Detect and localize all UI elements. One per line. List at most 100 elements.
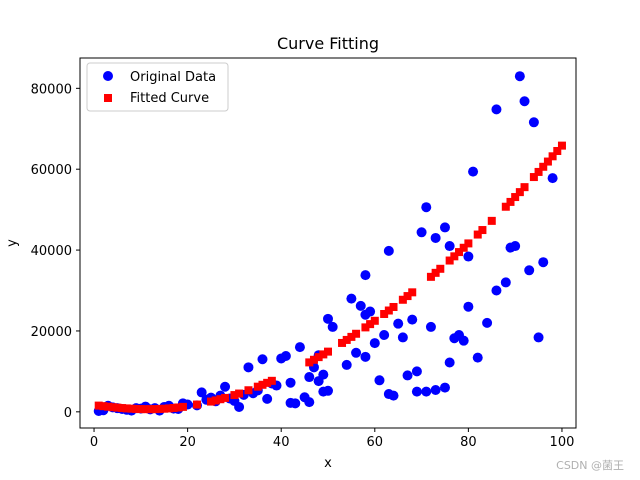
- data-point-fitted-curve: [174, 403, 183, 412]
- data-point-original-data: [416, 227, 427, 238]
- data-point-original-data: [491, 104, 502, 115]
- data-point-original-data: [323, 385, 333, 396]
- data-point-fitted-curve: [235, 389, 244, 398]
- data-point-original-data: [411, 366, 422, 377]
- data-point-fitted-curve: [141, 405, 150, 414]
- data-point-fitted-curve: [338, 338, 347, 347]
- data-point-fitted-curve: [113, 403, 122, 412]
- data-point-original-data: [514, 71, 525, 82]
- data-point-fitted-curve: [487, 216, 496, 225]
- chart-title: Curve Fitting: [277, 34, 379, 53]
- data-point-fitted-curve: [230, 391, 239, 400]
- data-point-fitted-curve: [534, 167, 543, 176]
- data-point-original-data: [262, 393, 273, 404]
- data-point-original-data: [463, 301, 474, 312]
- data-point-fitted-curve: [104, 402, 113, 411]
- data-point-fitted-curve: [132, 404, 141, 413]
- data-point-original-data: [304, 397, 315, 408]
- data-point-original-data: [379, 329, 390, 340]
- data-point-original-data: [220, 381, 231, 392]
- data-point-fitted-curve: [192, 400, 201, 409]
- data-point-fitted-curve: [244, 386, 253, 395]
- data-point-original-data: [360, 270, 371, 281]
- data-point-original-data: [397, 332, 408, 343]
- data-point-original-data: [285, 377, 296, 388]
- data-point-fitted-curve: [221, 393, 230, 402]
- data-point-original-data: [500, 277, 511, 288]
- data-point-fitted-curve: [445, 256, 454, 265]
- data-point-fitted-curve: [216, 395, 225, 404]
- data-point-fitted-curve: [99, 402, 108, 411]
- data-point-fitted-curve: [122, 404, 131, 413]
- data-point-original-data: [510, 241, 521, 252]
- data-point-original-data: [463, 251, 474, 262]
- data-point-original-data: [444, 241, 455, 252]
- data-point-original-data: [388, 390, 399, 401]
- data-point-fitted-curve: [515, 188, 524, 197]
- data-point-original-data: [411, 386, 422, 397]
- data-point-original-data: [360, 351, 371, 362]
- data-point-original-data: [528, 117, 539, 128]
- data-point-fitted-curve: [553, 146, 562, 155]
- data-point-fitted-curve: [398, 295, 407, 304]
- data-point-fitted-curve: [450, 252, 459, 261]
- data-point-fitted-curve: [169, 403, 178, 412]
- data-point-fitted-curve: [347, 332, 356, 341]
- x-tick-label: 80: [460, 435, 477, 450]
- data-point-fitted-curve: [389, 302, 398, 311]
- data-point-original-data: [430, 384, 441, 395]
- data-point-fitted-curve: [309, 355, 318, 364]
- x-tick-label: 20: [179, 435, 196, 450]
- data-point-fitted-curve: [464, 239, 473, 248]
- data-point-original-data: [444, 357, 455, 368]
- y-tick-label: 40000: [31, 244, 72, 259]
- data-point-original-data: [491, 285, 502, 296]
- data-point-fitted-curve: [211, 396, 220, 405]
- legend: Original Data Fitted Curve: [86, 62, 229, 112]
- data-point-fitted-curve: [543, 157, 552, 166]
- data-point-fitted-curve: [258, 380, 267, 389]
- y-tick-label: 0: [64, 406, 72, 421]
- data-point-original-data: [482, 317, 493, 328]
- data-point-fitted-curve: [511, 193, 520, 202]
- data-point-fitted-curve: [342, 335, 351, 344]
- data-point-original-data: [369, 338, 380, 349]
- data-point-fitted-curve: [324, 347, 332, 356]
- data-point-fitted-curve: [520, 183, 529, 192]
- data-point-original-data: [318, 369, 329, 380]
- data-point-original-data: [304, 372, 315, 383]
- data-point-original-data: [374, 375, 385, 386]
- data-point-fitted-curve: [501, 202, 510, 211]
- x-tick-label: 0: [90, 435, 98, 450]
- data-point-original-data: [280, 351, 291, 362]
- data-point-fitted-curve: [164, 404, 173, 413]
- data-point-fitted-curve: [408, 288, 417, 297]
- legend-box: [86, 62, 229, 112]
- data-point-fitted-curve: [557, 141, 566, 150]
- data-point-original-data: [421, 386, 432, 397]
- data-point-fitted-curve: [136, 405, 145, 414]
- data-point-fitted-curve: [127, 404, 136, 413]
- series-fitted-curve: [94, 141, 566, 414]
- data-point-fitted-curve: [160, 404, 169, 413]
- data-point-fitted-curve: [263, 378, 272, 387]
- x-tick-label: 40: [273, 435, 290, 450]
- data-point-original-data: [430, 232, 441, 243]
- data-point-original-data: [351, 347, 362, 358]
- data-point-fitted-curve: [529, 173, 538, 182]
- data-point-fitted-curve: [455, 248, 464, 257]
- data-point-original-data: [323, 313, 333, 324]
- data-point-original-data: [425, 321, 436, 332]
- data-point-fitted-curve: [506, 197, 515, 206]
- data-point-original-data: [294, 342, 305, 353]
- data-point-fitted-curve: [146, 405, 155, 414]
- data-point-original-data: [439, 382, 450, 393]
- data-point-original-data: [341, 359, 352, 370]
- data-point-original-data: [243, 362, 254, 373]
- data-point-fitted-curve: [478, 226, 487, 235]
- data-point-original-data: [547, 173, 558, 184]
- data-point-fitted-curve: [178, 402, 187, 411]
- data-point-original-data: [439, 222, 450, 233]
- x-tick-label: 100: [550, 435, 575, 450]
